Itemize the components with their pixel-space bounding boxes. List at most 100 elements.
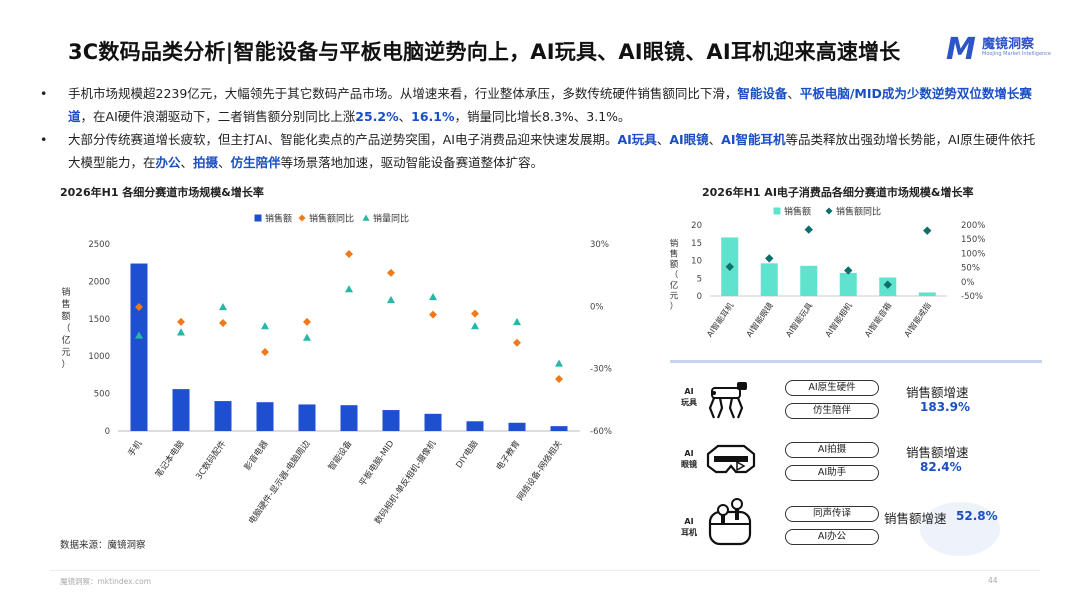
highlight-text: 拍摄 — [193, 155, 219, 170]
ai-earbuds-growth-value: 52.8% — [956, 509, 998, 523]
bar — [172, 389, 190, 431]
highlight-text: AI玩具 — [617, 132, 657, 147]
point-volume-yoy — [219, 302, 227, 311]
y-tick-left: 15 — [691, 239, 702, 249]
bullet-text: 、 — [708, 132, 722, 147]
y-tick-right: 0% — [961, 278, 975, 288]
bar — [508, 422, 526, 431]
x-tick-label: 电子教育 — [494, 438, 523, 472]
y-axis-label-char: 销 — [61, 286, 70, 298]
y-axis-label-char: 销 — [670, 238, 679, 249]
point-volume-yoy — [513, 317, 521, 326]
data-source: 数据来源：魔镜洞察 — [60, 540, 146, 551]
y-tick-left: 1000 — [88, 352, 110, 362]
left-chart: 销售额 销售额同比 销量同比 0 500 1000 1500 2000 2500 -60% -30%… — [61, 213, 611, 527]
legend-marker — [773, 207, 781, 215]
point-sales-yoy — [261, 348, 269, 357]
x-tick-label: 智能设备 — [326, 438, 355, 473]
y-tick-left: 20 — [691, 221, 702, 231]
point-volume-yoy — [177, 328, 185, 336]
y-tick-left: 10 — [691, 257, 702, 267]
point-sales-yoy — [513, 338, 521, 347]
y-tick-left: 2000 — [88, 277, 110, 287]
point-volume-yoy — [261, 322, 269, 330]
x-tick-label: AI智能音箱 — [862, 300, 893, 338]
y-axis-label-char: （ — [670, 270, 679, 281]
point-volume-yoy — [429, 292, 437, 301]
x-tick-label: 平板电脑-MID — [357, 438, 397, 488]
point-volume-yoy — [555, 359, 563, 367]
page-title: 3C数码品类分析|智能设备与平板电脑逆势向上，AI玩具、AI眼镜、AI耳机迎来高… — [68, 40, 901, 64]
ai-toy-pill-2: 仿生陪伴 — [785, 403, 879, 419]
point-sales-yoy — [303, 317, 311, 326]
x-tick-label: AI智能眼镜 — [744, 300, 775, 338]
legend-label: 销售额同比 — [309, 213, 354, 225]
ai-earbuds-row: AI 耳机 同声传译 AI办公 销售额增速 52.8% — [670, 496, 1050, 556]
bar — [214, 401, 232, 431]
ai-toy-growth-label: 销售额增速 — [906, 385, 969, 400]
footer-divider — [50, 570, 1040, 571]
bar — [298, 404, 316, 431]
ai-toy-row: AI 玩具 AI原生硬件 仿生陪伴 销售额增速 183.9% — [670, 372, 1050, 432]
y-tick-right: 100% — [961, 249, 985, 259]
bullet-item: • 手机市场规模超2239亿元，大幅领先于其它数码产品市场。从增速来看，行业整体承… — [40, 82, 1040, 128]
x-tick-label: DIY电脑 — [454, 438, 481, 470]
highlight-text: 平板电脑/MID成为少数逆势双位数增长赛道 — [68, 86, 1032, 124]
x-tick-label: 网络设备-网络相关 — [515, 438, 565, 503]
point-sales-yoy — [387, 268, 395, 277]
x-tick-label: 手机 — [126, 438, 145, 459]
footer-site: 魔镜洞察：mktindex.com — [60, 577, 152, 586]
y-tick-left: 5 — [697, 274, 702, 284]
decor-arc — [920, 502, 1000, 556]
bullet-text: 、 — [218, 155, 231, 170]
y-tick-left: 2500 — [88, 240, 110, 250]
y-tick-right: 30% — [590, 240, 609, 250]
point-sales-yoy — [725, 262, 734, 272]
point-volume-yoy — [471, 322, 479, 330]
legend-label: 销售额 — [784, 206, 811, 218]
ai-glasses-label: AI 眼镜 — [681, 449, 697, 469]
point-sales-yoy — [471, 309, 479, 318]
point-volume-yoy — [345, 285, 353, 293]
smart-glasses-icon — [706, 444, 756, 474]
bar — [839, 272, 857, 296]
y-axis-label-char: 亿 — [670, 280, 679, 291]
brand-logo: M 魔镜洞察 Moojing Market Intelligence — [946, 30, 1056, 67]
bullet-text: ，在AI硬件浪潮驱动下，二者销售额分别同比上涨 — [80, 109, 356, 124]
x-tick-label: 影音电器 — [242, 438, 271, 473]
x-tick-label: AI智能玩具 — [783, 300, 814, 338]
right-chart-title: 2026年H1 AI电子消费品各细分赛道市场规模&增长率 — [702, 186, 974, 199]
point-sales-yoy — [345, 249, 353, 258]
point-volume-yoy — [303, 333, 311, 341]
legend-marker — [298, 214, 306, 222]
highlight-text: AI眼镜 — [669, 132, 709, 147]
bullet-text: 大部分传统赛道增长疲软，但主打AI、智能化卖点的产品逆势突围，AI电子消费品迎来… — [68, 132, 618, 147]
point-sales-yoy — [555, 375, 563, 384]
bullet-text: ，销量同比增长8.3%、3.1%。 — [454, 109, 631, 124]
y-tick-right: 200% — [961, 221, 985, 231]
legend-marker — [254, 214, 262, 222]
bar — [340, 405, 358, 431]
legend-marker — [362, 214, 370, 221]
ai-earbuds-pill-1: 同声传译 — [785, 506, 879, 522]
page-number: 44 — [988, 576, 998, 585]
bullet-text: 等品类释放出强劲增长势能，AI原生硬件依托大模型能力，在 — [68, 132, 1036, 170]
bullet-dot: • — [40, 132, 48, 147]
ai-earbuds-label: AI 耳机 — [681, 517, 697, 537]
x-tick-label: AI智能戒指 — [902, 300, 933, 338]
y-axis-label-char: （ — [61, 323, 70, 334]
y-tick-left: 500 — [94, 390, 110, 400]
section-divider — [670, 360, 1042, 363]
point-sales-yoy — [135, 302, 143, 311]
left-chart-title: 2026年H1 各细分赛道市场规模&增长率 — [60, 186, 264, 199]
x-tick-label: AI智能相机 — [823, 300, 854, 338]
bar — [800, 265, 818, 296]
y-axis-label-char: ） — [670, 301, 679, 312]
legend-marker — [825, 207, 833, 215]
point-sales-yoy — [923, 226, 932, 235]
y-tick-left: 0 — [105, 427, 110, 437]
y-axis-label-char: 额 — [670, 259, 679, 270]
highlight-text: 仿生陪伴 — [230, 155, 281, 170]
y-axis-label-char: 售 — [670, 249, 679, 260]
